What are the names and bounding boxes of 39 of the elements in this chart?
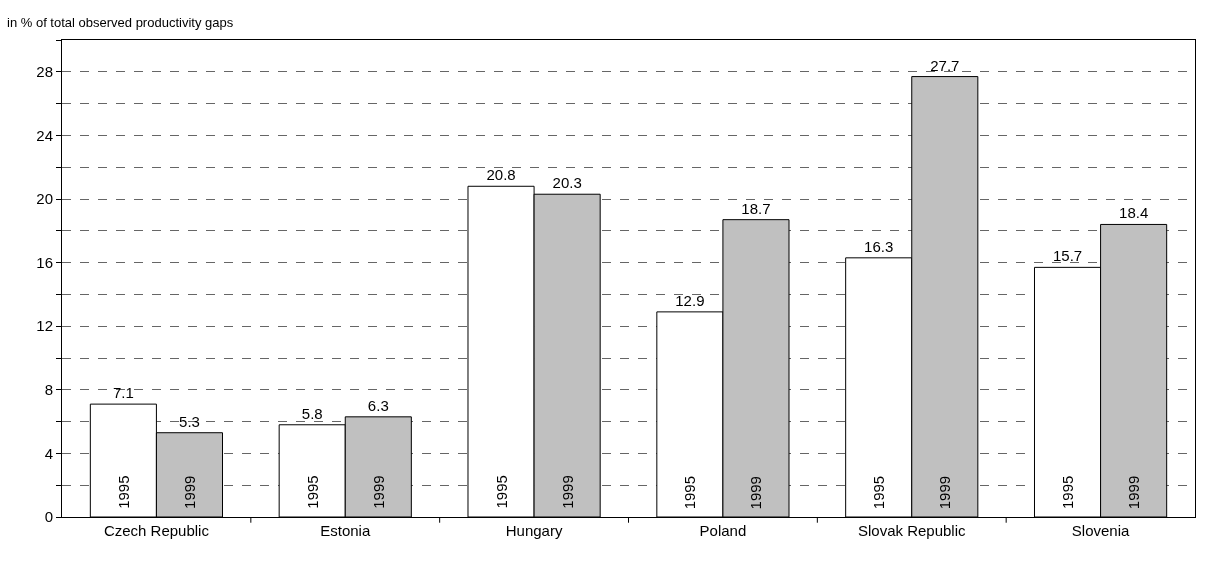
series-label: 1995 bbox=[681, 475, 699, 510]
x-tick-label: Slovak Republic bbox=[857, 522, 967, 539]
data-label: 20.8 bbox=[486, 166, 516, 184]
text: 1999 bbox=[369, 475, 387, 509]
data-label: 5.3 bbox=[179, 412, 200, 430]
text: 1995 bbox=[870, 475, 888, 510]
text: 1999 bbox=[1125, 475, 1143, 510]
y-tick-label: 4 bbox=[44, 444, 53, 462]
data-label: 7.1 bbox=[112, 384, 134, 402]
x-tick-label: Slovenia bbox=[1071, 522, 1130, 539]
data-label: 15.7 bbox=[1052, 247, 1083, 265]
text: 1999 bbox=[558, 475, 576, 509]
data-label: 18.4 bbox=[1119, 204, 1149, 222]
text: 1995 bbox=[303, 475, 321, 509]
text: 1995 bbox=[114, 475, 132, 509]
y-tick-label: 28 bbox=[36, 63, 53, 81]
x-tick-label: Czech Republic bbox=[103, 522, 210, 539]
y-tick-label: 24 bbox=[36, 126, 53, 144]
y-axis-title: in % of total observed productivity gaps bbox=[7, 15, 234, 30]
data-label: 6.3 bbox=[367, 396, 389, 414]
data-label: 12.9 bbox=[675, 291, 705, 309]
y-tick-label: 8 bbox=[44, 381, 53, 399]
x-tick-label: Estonia bbox=[320, 522, 371, 539]
y-tick-label: 20 bbox=[36, 190, 53, 208]
x-tick-label: Poland bbox=[699, 522, 747, 539]
series-label: 1999 bbox=[747, 476, 765, 510]
data-label: 18.7 bbox=[741, 199, 771, 217]
x-tick-label: Hungary bbox=[505, 522, 563, 539]
data-label: 5.8 bbox=[301, 404, 323, 422]
data-label: 27.7 bbox=[930, 56, 960, 74]
y-tick-label: 0 bbox=[44, 508, 53, 526]
text: 1995 bbox=[492, 475, 510, 509]
text: 1999 bbox=[180, 475, 198, 509]
y-tick-label: 12 bbox=[36, 317, 53, 335]
y-tick-label: 16 bbox=[36, 253, 53, 271]
text: 1995 bbox=[1059, 475, 1077, 510]
text: 1999 bbox=[936, 475, 954, 510]
data-label: 20.3 bbox=[552, 174, 582, 192]
data-label: 16.3 bbox=[864, 237, 894, 255]
